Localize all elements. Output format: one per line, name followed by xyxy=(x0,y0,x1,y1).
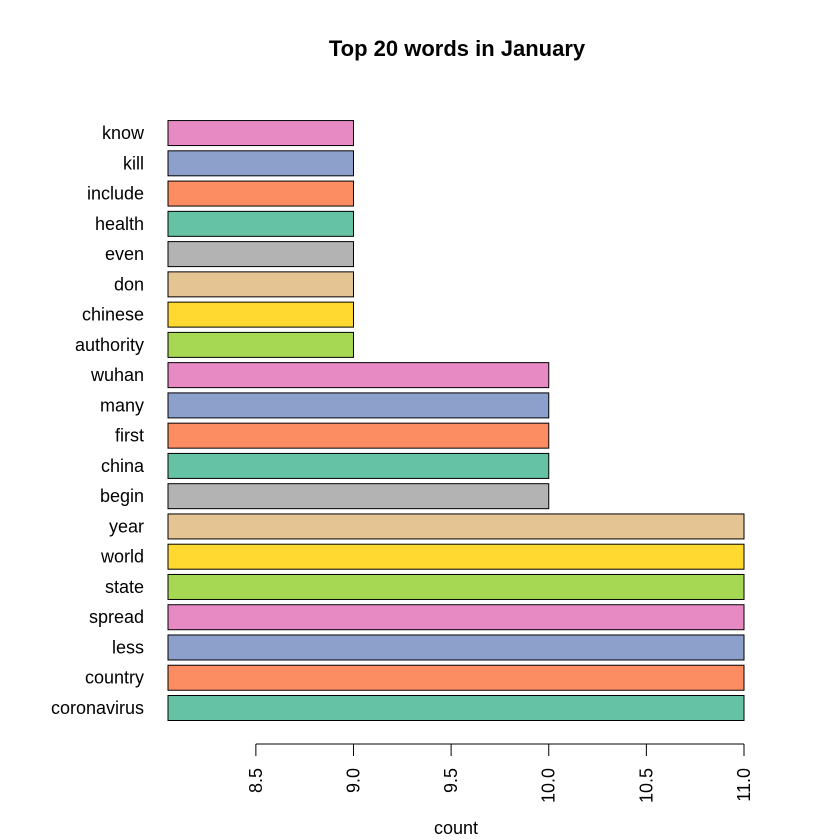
bar-chinese xyxy=(167,301,354,328)
bar-spread xyxy=(167,604,745,631)
bar-less xyxy=(167,634,745,661)
bars-group xyxy=(167,120,745,721)
category-label-spread: spread xyxy=(89,607,144,627)
bar-coronavirus xyxy=(167,695,745,721)
category-label-begin: begin xyxy=(100,486,144,506)
chart-title: Top 20 words in January xyxy=(329,36,586,61)
bar-authority xyxy=(167,331,354,358)
bar-china xyxy=(167,452,550,479)
category-label-country: country xyxy=(85,668,144,688)
category-label-state: state xyxy=(105,577,144,597)
bar-include xyxy=(167,180,354,207)
bar-begin xyxy=(167,483,550,510)
category-label-wuhan: wuhan xyxy=(90,365,144,385)
bar-even xyxy=(167,241,354,268)
x-axis-label: count xyxy=(434,818,478,838)
bar-world xyxy=(167,543,745,570)
category-label-authority: authority xyxy=(75,335,144,355)
category-label-even: even xyxy=(105,244,144,264)
category-label-coronavirus: coronavirus xyxy=(51,698,144,718)
x-tick-label: 9.0 xyxy=(343,768,363,793)
category-label-kill: kill xyxy=(123,153,144,173)
bar-know xyxy=(167,120,354,147)
bar-state xyxy=(167,573,745,600)
bar-many xyxy=(167,392,550,419)
category-label-less: less xyxy=(112,637,144,657)
x-tick-label: 10.0 xyxy=(539,768,559,803)
category-label-china: china xyxy=(101,456,145,476)
x-axis: 8.5 9.0 9.5 10.0 10.5 11.0 xyxy=(246,743,754,803)
bar-kill xyxy=(167,150,354,177)
bar-country xyxy=(167,664,745,691)
bar-year xyxy=(167,513,745,540)
bar-health xyxy=(167,210,354,237)
x-tick-label: 9.5 xyxy=(441,768,461,793)
bar-first xyxy=(167,422,550,449)
category-label-year: year xyxy=(109,516,144,536)
x-tick-label: 11.0 xyxy=(734,768,754,802)
x-tick-label: 10.5 xyxy=(636,768,656,803)
x-tick-label: 8.5 xyxy=(246,768,266,793)
category-label-health: health xyxy=(95,214,144,234)
category-labels: coronavirus country less spread state world ye… xyxy=(51,123,145,718)
category-label-know: know xyxy=(102,123,145,143)
bar-don xyxy=(167,271,354,298)
bar-wuhan xyxy=(167,362,550,389)
category-label-world: world xyxy=(100,547,144,567)
category-label-chinese: chinese xyxy=(82,305,144,325)
category-label-include: include xyxy=(87,184,144,204)
category-label-don: don xyxy=(114,274,144,294)
category-label-many: many xyxy=(100,395,144,415)
category-label-first: first xyxy=(115,426,144,446)
